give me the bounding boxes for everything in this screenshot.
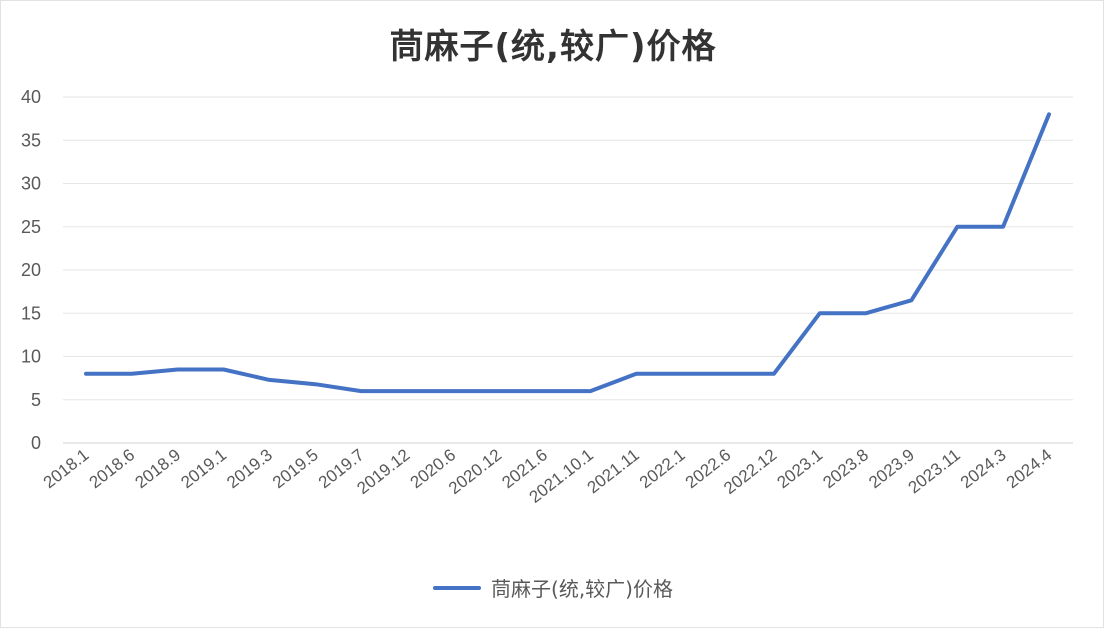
y-tick-label: 30 xyxy=(21,174,41,194)
data-point xyxy=(405,389,409,393)
data-point xyxy=(130,372,134,376)
data-point xyxy=(313,382,317,386)
y-tick-label: 10 xyxy=(21,347,41,367)
x-tick-label: 2024.3 xyxy=(957,445,1010,492)
x-tick-label: 2023.1 xyxy=(774,445,827,492)
data-point xyxy=(1047,112,1051,116)
x-tick-label: 2019.3 xyxy=(223,445,276,492)
y-tick-label: 25 xyxy=(21,217,41,237)
series-lines xyxy=(84,112,1051,394)
y-tick-label: 15 xyxy=(21,303,41,323)
data-point xyxy=(864,311,868,315)
legend-swatch xyxy=(433,585,482,590)
y-tick-label: 5 xyxy=(31,390,41,410)
y-tick-label: 40 xyxy=(21,87,41,107)
data-point xyxy=(772,372,776,376)
chart-title: 茼麻子(统,较广)价格 xyxy=(389,27,717,67)
y-axis-ticks: 0 5 10 15 20 25 30 35 40 xyxy=(21,87,41,453)
x-tick-label: 2019.1 xyxy=(177,445,230,492)
data-point xyxy=(726,372,730,376)
gridlines xyxy=(63,96,1073,444)
x-tick-label: 2019.12 xyxy=(353,445,413,498)
data-point xyxy=(222,367,226,371)
data-point xyxy=(1001,225,1005,229)
x-tick-label: 2023.8 xyxy=(819,445,872,492)
legend: 茼麻子(统,较广)价格 xyxy=(1,573,1104,602)
x-tick-label: 2020.12 xyxy=(445,445,505,498)
y-tick-label: 35 xyxy=(21,130,41,150)
series-line-0 xyxy=(84,112,1051,394)
x-tick-label: 2019.5 xyxy=(269,445,322,492)
x-tick-label: 2018.9 xyxy=(132,445,185,492)
x-tick-label: 2022.12 xyxy=(720,445,780,498)
x-tick-label: 2018.6 xyxy=(86,445,139,492)
x-tick-label: 2021.11 xyxy=(584,445,643,497)
x-tick-label: 2023.11 xyxy=(905,445,964,497)
data-point xyxy=(634,372,638,376)
data-point xyxy=(176,367,180,371)
data-point xyxy=(955,225,959,229)
data-point xyxy=(497,389,501,393)
data-point xyxy=(359,389,363,393)
data-point xyxy=(818,311,822,315)
data-point xyxy=(267,378,271,382)
data-point xyxy=(84,372,88,376)
x-tick-label: 2018.1 xyxy=(40,445,93,492)
x-tick-label: 2022.1 xyxy=(636,445,689,492)
legend-label: 茼麻子(统,较广)价格 xyxy=(491,577,673,601)
data-point xyxy=(909,298,913,302)
data-point xyxy=(451,389,455,393)
y-tick-label: 0 xyxy=(31,433,41,453)
data-point xyxy=(588,389,592,393)
data-point xyxy=(543,389,547,393)
data-point xyxy=(680,372,684,376)
y-tick-label: 20 xyxy=(21,260,41,280)
x-tick-label: 2024.4 xyxy=(1003,445,1056,492)
